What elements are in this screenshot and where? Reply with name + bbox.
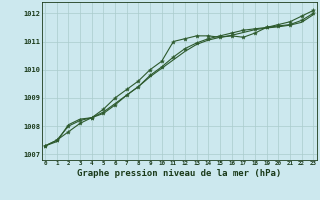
X-axis label: Graphe pression niveau de la mer (hPa): Graphe pression niveau de la mer (hPa) (77, 169, 281, 178)
